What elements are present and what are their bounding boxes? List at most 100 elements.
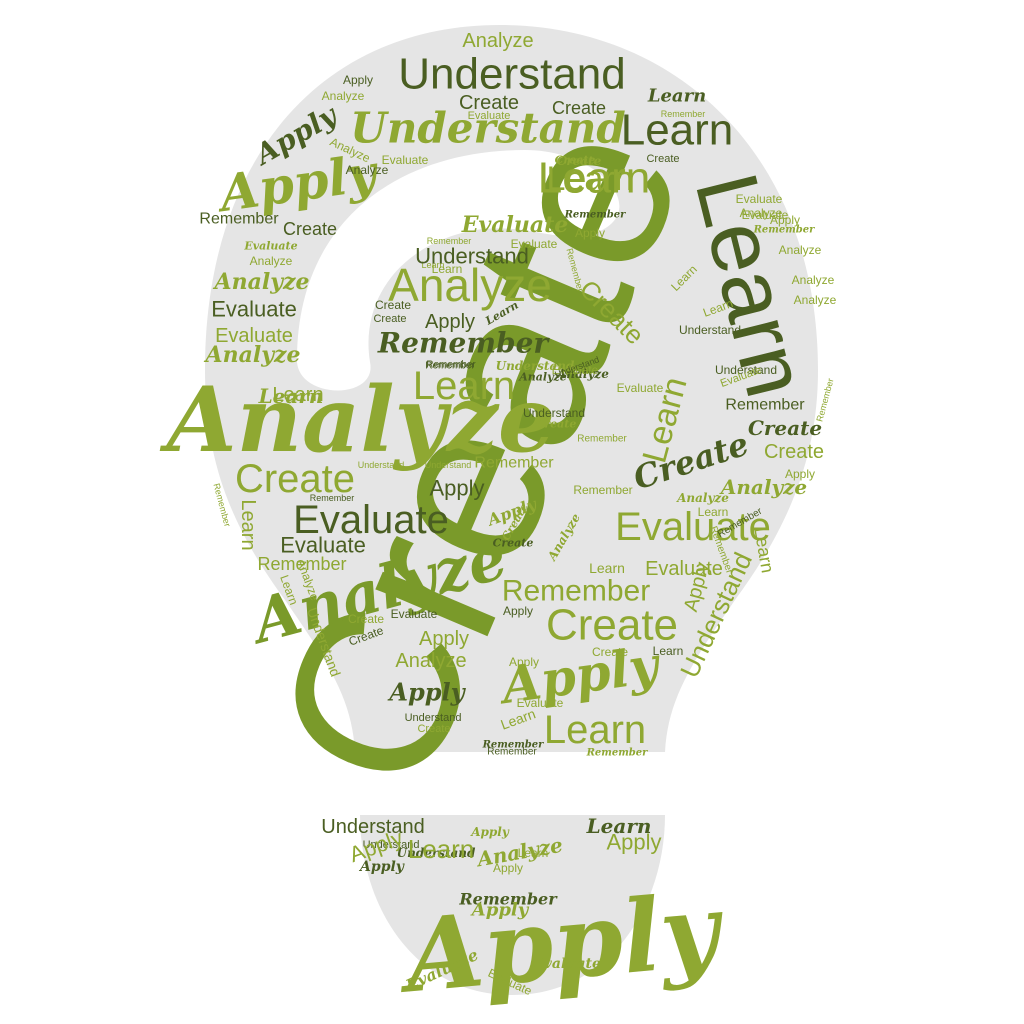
word-learn: Learn <box>518 846 549 860</box>
word-understand: Understand <box>496 359 575 373</box>
word-learn: Learn <box>408 834 475 864</box>
word-evaluate: Evaluate <box>645 558 723 580</box>
word-apply: Apply <box>470 825 510 839</box>
word-analyze: Analyze <box>322 89 365 103</box>
word-remember: Remember <box>487 747 537 758</box>
word-analyze: Analyze <box>462 30 533 52</box>
word-remember: Remember <box>474 455 554 472</box>
word-learn: Learn <box>413 364 515 408</box>
word-apply: Apply <box>493 861 523 875</box>
word-remember: Remember <box>753 225 816 236</box>
word-apply: Apply <box>470 900 530 921</box>
word-apply: Apply <box>343 73 373 87</box>
word-apply: Apply <box>509 655 539 669</box>
word-remember: Remember <box>199 211 279 228</box>
word-evaluate: Evaluate <box>517 696 564 710</box>
word-evaluate: Evaluate <box>280 533 366 558</box>
word-evaluate: Evaluate <box>468 110 511 122</box>
word-remember: Remember <box>425 361 475 372</box>
word-learn: Learn <box>272 384 323 406</box>
word-understand: Understand <box>398 50 625 99</box>
word-create: Create <box>373 313 406 325</box>
word-create: Create <box>748 416 822 440</box>
bulb-globe-shape <box>205 25 818 752</box>
word-create: Create <box>592 645 628 659</box>
word-remember: Remember <box>573 483 632 497</box>
word-understand: Understand <box>405 712 462 724</box>
word-understand: Understand <box>350 104 626 153</box>
word-learn: Learn <box>258 384 324 408</box>
word-understand: Understand <box>363 839 420 851</box>
word-remember: Remember <box>427 236 472 246</box>
word-understand: Understand <box>358 460 405 470</box>
word-create: Create <box>557 154 602 168</box>
word-apply: Apply <box>785 467 815 481</box>
word-evaluate: Evaluate <box>742 208 789 222</box>
word-create: Create <box>235 457 355 501</box>
word-apply: Apply <box>770 213 800 227</box>
word-remember: Remember <box>577 434 627 445</box>
word-remember: Remember <box>377 327 551 360</box>
word-understand: Understand <box>397 846 476 860</box>
word-evaluate: Evaluate <box>461 212 569 238</box>
word-analyze: Analyze <box>676 491 729 505</box>
word-analyze: Analyze <box>556 367 609 381</box>
word-learn: Learn <box>698 505 729 519</box>
word-understand: Understand <box>715 363 777 377</box>
word-remember: Remember <box>564 210 627 221</box>
lightbulb-shape <box>205 25 818 995</box>
word-create: Create <box>546 601 678 650</box>
word-learn: Learn <box>421 260 444 270</box>
word-learn: Learn <box>432 262 463 276</box>
word-evaluate: Evaluate <box>615 505 771 549</box>
word-apply: Apply <box>503 604 533 618</box>
word-understand: Understand <box>415 244 529 269</box>
word-understand: Understand <box>523 406 585 420</box>
word-analyze: Analyze <box>395 650 466 672</box>
word-create: Create <box>348 612 384 626</box>
word-learn: Learn <box>589 560 625 576</box>
word-apply: Apply <box>425 311 475 333</box>
word-create: Create <box>375 298 411 312</box>
word-analyze: Analyze <box>346 163 389 177</box>
word-learn: Learn <box>237 499 259 550</box>
word-evaluate: Evaluate <box>211 297 297 322</box>
word-understand: Understand <box>679 323 741 337</box>
word-analyze: Analyze <box>794 293 837 307</box>
word-analyze: Analyze <box>792 273 835 287</box>
word-analyze: Analyze <box>740 206 783 220</box>
word-evaluate: Evaluate <box>617 381 664 395</box>
word-analyze: Analyze <box>719 475 807 499</box>
word-create: Create <box>536 418 577 431</box>
word-evaluate: Evaluate <box>243 240 297 253</box>
word-analyze: Analyze <box>213 269 310 295</box>
word-understand: Understand <box>425 460 472 470</box>
word-create: Create <box>283 219 337 239</box>
word-apply: Apply <box>393 870 729 1016</box>
word-evaluate: Evaluate <box>736 192 783 206</box>
word-apply: Apply <box>429 476 484 501</box>
word-analyze: Analyze <box>204 342 301 368</box>
word-learn: Learn <box>547 160 634 198</box>
word-learn: Learn <box>544 708 646 752</box>
word-analyze: Analyze <box>779 243 822 257</box>
bulb-base-shape <box>360 815 665 995</box>
word-learn: Learn <box>621 106 734 155</box>
word-learn: Learn <box>538 154 651 203</box>
word-create: Create <box>417 723 450 735</box>
word-apply: Apply <box>419 628 469 650</box>
word-create: Create <box>764 441 824 463</box>
word-remember: Remember <box>458 890 558 909</box>
word-evaluate: Evaluate <box>293 498 449 542</box>
word-apply: Apply <box>358 859 405 875</box>
word-apply: Apply <box>606 830 661 855</box>
word-remember: Remember <box>661 109 706 119</box>
word-evaluate: Evaluate <box>552 363 599 377</box>
word-create: Create <box>646 153 679 165</box>
word-remember: Remember <box>310 493 355 503</box>
word-create: Create <box>459 92 519 114</box>
words-layer: CreateAnalyzeLearnUnderstandUnderstandLe… <box>159 30 837 1016</box>
word-remember: Remember <box>502 575 650 608</box>
word-apply: Apply <box>387 678 466 707</box>
